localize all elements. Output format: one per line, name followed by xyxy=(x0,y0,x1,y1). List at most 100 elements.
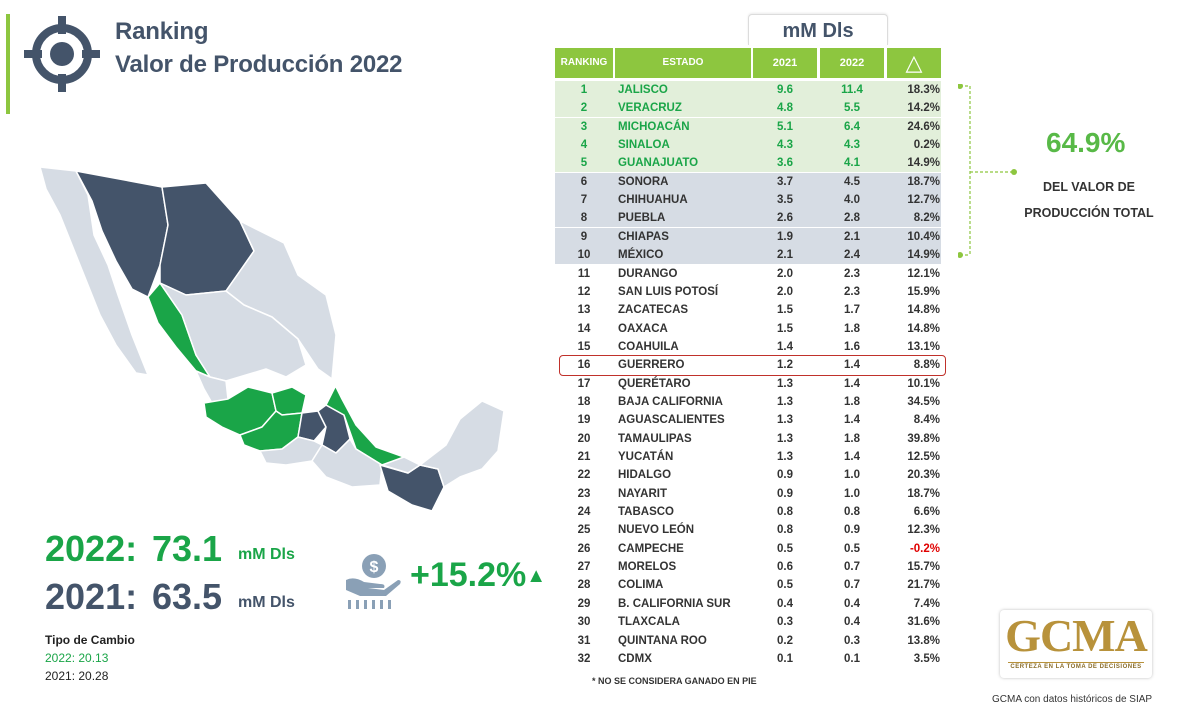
cell-change: 14.8% xyxy=(907,322,940,335)
table-row: 14 OAXACA 1.5 1.8 14.8% xyxy=(555,320,941,338)
cell-2021: 1.5 xyxy=(777,322,793,335)
cell-rank: 8 xyxy=(580,212,588,225)
cell-2022: 2.3 xyxy=(844,267,860,280)
cell-state: MORELOS xyxy=(618,561,677,574)
cell-state: PUEBLA xyxy=(618,212,666,225)
total-2022-value: 73.1 xyxy=(152,528,223,569)
cell-state: COAHUILA xyxy=(618,340,679,353)
cell-state: GUANAJUATO xyxy=(618,157,699,170)
cell-2022: 4.0 xyxy=(844,194,860,207)
cell-change: 18.7% xyxy=(907,487,940,500)
tipo-cambio-2022: 2022: 20.13 xyxy=(45,651,109,665)
cell-change: 18.7% xyxy=(907,175,940,188)
cell-rank: 4 xyxy=(580,139,588,152)
cell-rank: 24 xyxy=(577,506,591,519)
table-row: 2 VERACRUZ 4.8 5.5 14.2% xyxy=(555,99,941,119)
cell-state: CAMPECHE xyxy=(618,542,684,555)
cell-rank: 18 xyxy=(577,395,591,408)
cell-rank: 15 xyxy=(577,340,591,353)
cell-rank: 2 xyxy=(580,102,588,115)
cell-2021: 3.5 xyxy=(777,194,793,207)
cell-2021: 1.4 xyxy=(777,340,793,353)
cell-2022: 1.8 xyxy=(844,432,860,445)
cell-rank: 26 xyxy=(577,542,591,555)
cell-state: AGUASCALIENTES xyxy=(618,414,725,427)
cell-change: 14.9% xyxy=(907,249,940,262)
table-row: 7 CHIHUAHUA 3.5 4.0 12.7% xyxy=(555,191,941,211)
table-row: 13 ZACATECAS 1.5 1.7 14.8% xyxy=(555,301,941,319)
table-row: 28 COLIMA 0.5 0.7 21.7% xyxy=(555,576,941,594)
tipo-cambio-label: Tipo de Cambio xyxy=(45,633,135,647)
table-row: 20 TAMAULIPAS 1.3 1.8 39.8% xyxy=(555,430,941,448)
table-row: 25 NUEVO LEÓN 0.8 0.9 12.3% xyxy=(555,521,941,539)
cell-state: OAXACA xyxy=(618,322,668,335)
cell-2021: 2.0 xyxy=(777,267,793,280)
cell-change: 24.6% xyxy=(907,120,940,133)
cell-state: TAMAULIPAS xyxy=(618,432,692,445)
cell-2021: 0.8 xyxy=(777,506,793,519)
cell-state: YUCATÁN xyxy=(618,451,674,463)
up-triangle-icon: ▲ xyxy=(526,565,547,587)
cell-rank: 9 xyxy=(580,230,588,243)
cell-change: 13.8% xyxy=(907,634,940,647)
cell-change: 15.9% xyxy=(907,285,940,298)
table-row: 31 QUINTANA ROO 0.2 0.3 13.8% xyxy=(555,632,941,650)
cell-rank: 14 xyxy=(577,322,591,335)
cell-rank: 12 xyxy=(577,285,591,298)
map-state-chiapas xyxy=(379,464,445,512)
cell-change: 14.2% xyxy=(907,102,940,115)
cell-rank: 7 xyxy=(580,194,588,207)
cell-2021: 1.3 xyxy=(777,414,793,427)
header-ranking: RANKING xyxy=(555,48,613,78)
cell-2021: 0.4 xyxy=(777,597,793,610)
cell-2021: 0.5 xyxy=(777,542,793,555)
cell-change: 7.4% xyxy=(913,597,940,610)
cell-2022: 5.5 xyxy=(844,102,860,115)
cell-change: 13.1% xyxy=(907,340,940,353)
cell-state: CDMX xyxy=(618,652,652,665)
cell-2021: 1.9 xyxy=(777,230,793,243)
total-2021-value: 63.5 xyxy=(152,576,223,617)
cell-2021: 0.9 xyxy=(777,469,793,482)
cell-state: TLAXCALA xyxy=(618,616,680,629)
cell-rank: 10 xyxy=(577,249,591,262)
page-subtitle: Valor de Producción 2022 xyxy=(115,51,403,78)
total-2022-label: 2022: xyxy=(45,528,138,569)
map-state-yucatan-peninsula xyxy=(419,400,505,488)
cell-2021: 2.6 xyxy=(777,212,793,225)
cell-change: 8.8% xyxy=(913,359,940,372)
top10-bracket xyxy=(957,83,1018,269)
cell-change: 31.6% xyxy=(907,616,940,629)
tipo-cambio-2021: 2021: 20.28 xyxy=(45,669,109,683)
header-estado: ESTADO xyxy=(615,48,751,78)
cell-rank: 29 xyxy=(577,597,591,610)
cell-2021: 0.1 xyxy=(777,652,793,665)
map-state-guanajuato xyxy=(271,386,307,416)
cell-2022: 2.8 xyxy=(844,212,860,225)
table-row: 4 SINALOA 4.3 4.3 0.2% xyxy=(555,136,941,156)
cell-change: 10.1% xyxy=(907,377,940,390)
cell-rank: 17 xyxy=(577,377,591,390)
cell-2021: 0.3 xyxy=(777,616,793,629)
cell-state: NAYARIT xyxy=(618,487,667,500)
cell-state: B. CALIFORNIA SUR xyxy=(618,597,731,610)
cell-2022: 1.7 xyxy=(844,304,860,317)
header-2022: 2022 xyxy=(820,48,884,78)
cell-rank: 1 xyxy=(580,84,588,96)
cell-2021: 9.6 xyxy=(777,84,793,96)
table-row: 6 SONORA 3.7 4.5 18.7% xyxy=(555,172,941,192)
cell-rank: 20 xyxy=(577,432,591,445)
cell-state: SONORA xyxy=(618,175,669,188)
cell-rank: 3 xyxy=(580,120,588,133)
table-row: 23 NAYARIT 0.9 1.0 18.7% xyxy=(555,485,941,503)
cell-state: MÉXICO xyxy=(618,249,664,262)
cell-2022: 1.0 xyxy=(844,469,860,482)
cell-2022: 1.6 xyxy=(844,340,860,353)
cell-state: ZACATECAS xyxy=(618,304,689,317)
table-row: 21 YUCATÁN 1.3 1.4 12.5% xyxy=(555,448,941,466)
svg-text:$: $ xyxy=(370,559,379,576)
cell-state: DURANGO xyxy=(618,267,678,280)
cell-rank: 31 xyxy=(577,634,591,647)
cell-change: 12.1% xyxy=(907,267,940,280)
cell-state: CHIHUAHUA xyxy=(618,194,688,207)
